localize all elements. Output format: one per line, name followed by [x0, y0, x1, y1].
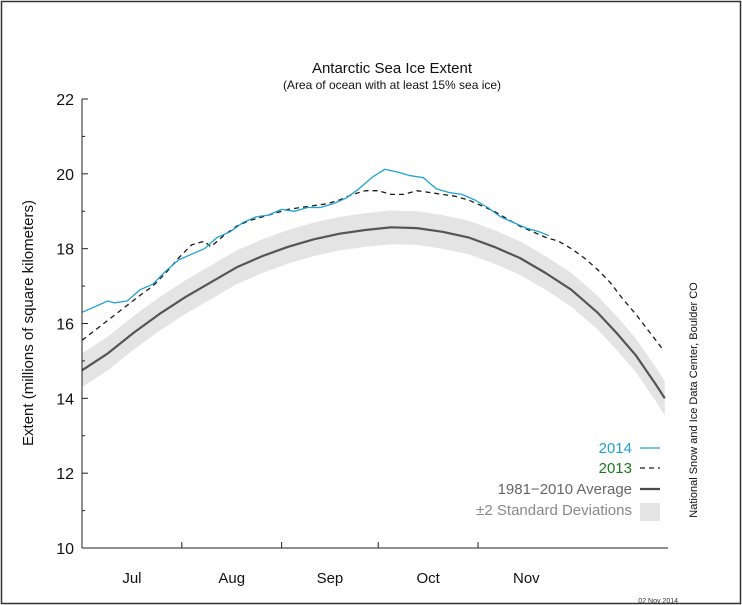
date-stamp: 02 Nov 2014 — [638, 598, 678, 605]
y-tick-label: 18 — [56, 242, 74, 259]
y-axis-label: Extent (millions of square kilometers) — [20, 200, 37, 446]
legend-label-average: 1981−2010 Average — [498, 481, 632, 498]
y-tick-label: 12 — [56, 466, 74, 483]
y-tick-label: 22 — [56, 92, 74, 109]
y-tick-label: 16 — [56, 317, 74, 334]
chart-title: Antarctic Sea Ice Extent — [312, 60, 473, 77]
std-dev-band — [82, 210, 665, 416]
std-dev-band-layer — [82, 210, 665, 416]
x-tick-label: Jul — [122, 570, 141, 587]
legend-label-2014: 2014 — [599, 440, 632, 457]
chart-subtitle: (Area of ocean with at least 15% sea ice… — [283, 78, 501, 92]
legend-swatch-stddev — [640, 503, 660, 521]
y-tick-label: 10 — [56, 541, 74, 558]
x-tick-label: Nov — [513, 570, 540, 587]
x-tick-label: Sep — [317, 570, 344, 587]
y-tick-label: 20 — [56, 167, 74, 184]
x-tick-label: Aug — [218, 570, 245, 587]
y-tick-label: 14 — [56, 391, 74, 408]
legend-label-2013: 2013 — [599, 460, 632, 477]
x-tick-label: Oct — [416, 570, 440, 587]
series-2013-line — [81, 190, 663, 349]
legend: 2014 2013 1981−2010 Average ±2 Standard … — [476, 440, 660, 521]
series-2014-line — [81, 168, 550, 313]
legend-label-stddev: ±2 Standard Deviations — [476, 502, 632, 519]
series-layer — [81, 168, 666, 399]
credit-text: National Snow and Ice Data Center, Bould… — [688, 282, 700, 518]
x-axis: Jul Aug Sep Oct Nov — [82, 542, 668, 587]
y-axis: 10 12 14 16 18 20 22 — [56, 92, 88, 558]
series-average-line — [81, 226, 666, 399]
